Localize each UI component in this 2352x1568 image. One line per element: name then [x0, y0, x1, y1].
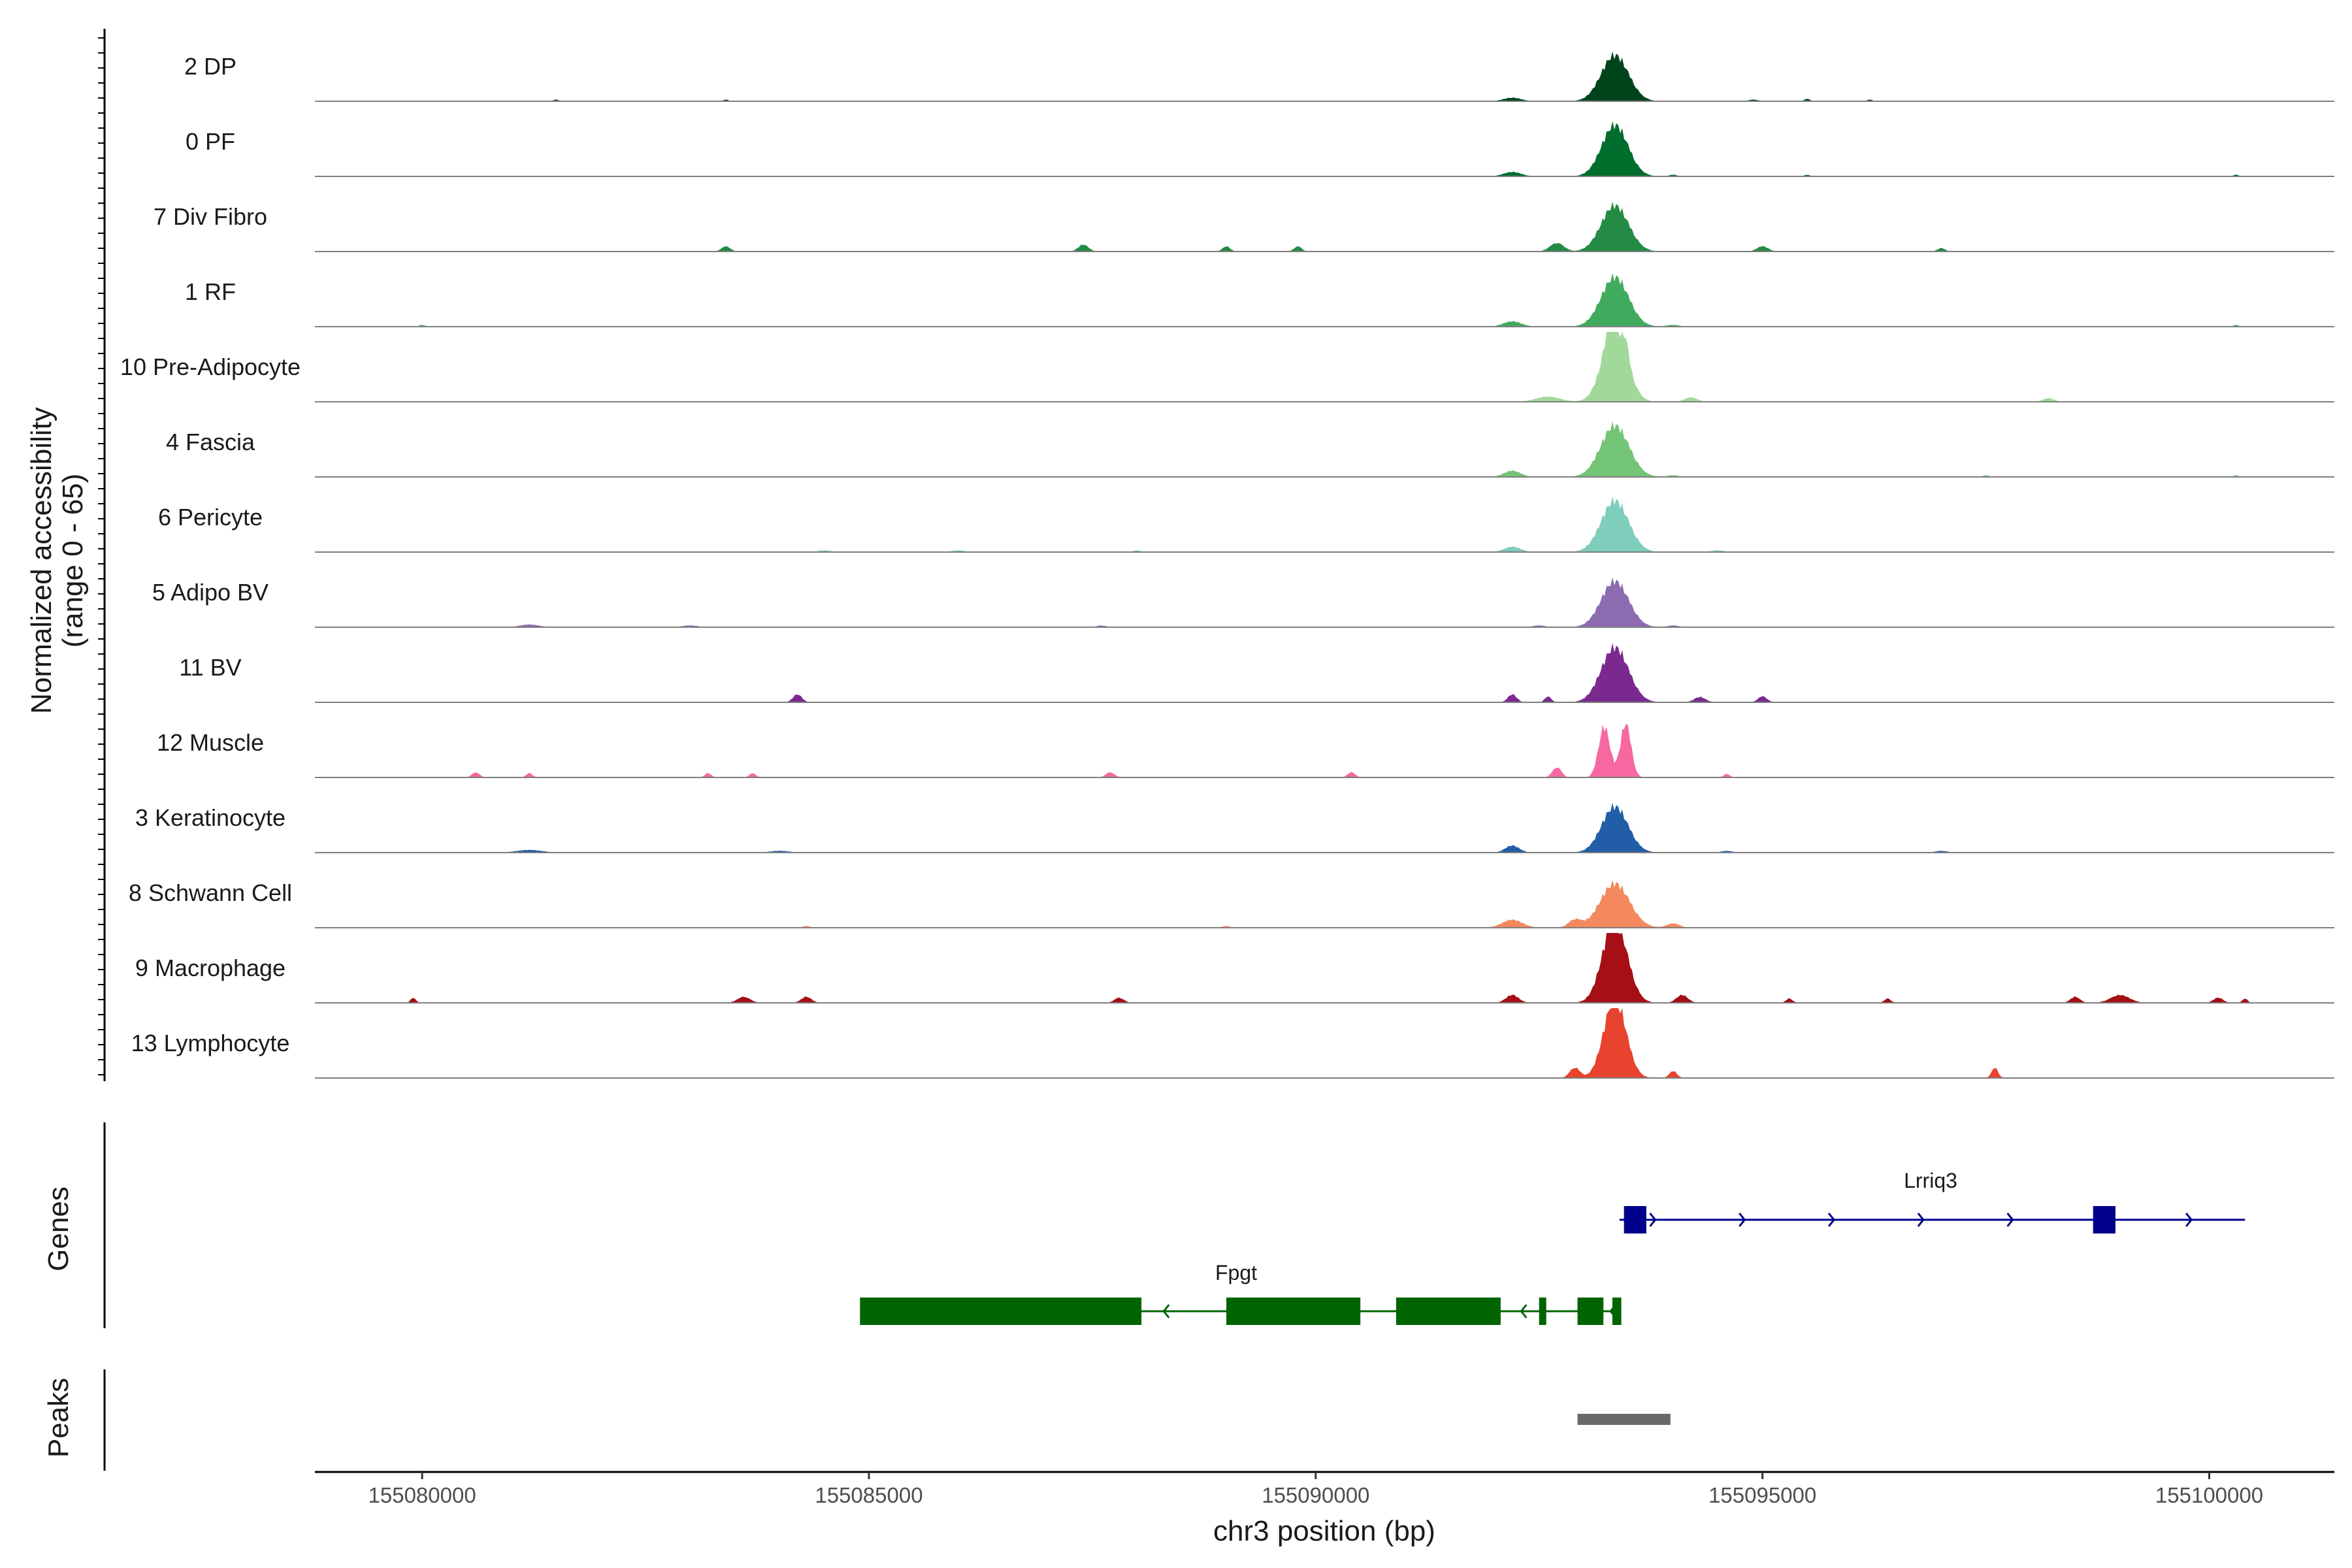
- track-signal-area: [315, 802, 2334, 853]
- peaks-panel-title: Peaks: [42, 1378, 74, 1458]
- x-axis-title: chr3 position (bp): [1213, 1515, 1435, 1547]
- track-signal-area: [315, 421, 2334, 477]
- track-label: 7 Div Fibro: [154, 203, 267, 230]
- track-label: 6 Pericyte: [158, 504, 263, 531]
- gene-label: Lrriq3: [1904, 1169, 1957, 1192]
- track-label: 10 Pre-Adipocyte: [120, 353, 301, 380]
- track-signal-area: [315, 332, 2334, 402]
- x-tick-label: 155095000: [1708, 1483, 1816, 1507]
- track-1: 2 DP: [184, 51, 2334, 102]
- track-signal-area: [315, 201, 2334, 252]
- track-label: 2 DP: [184, 53, 237, 80]
- track-label: 0 PF: [186, 128, 235, 155]
- track-label: 11 BV: [179, 654, 241, 681]
- gene-fpgt: Fpgt: [860, 1261, 1622, 1325]
- peak-region: [1577, 1414, 1671, 1425]
- track-3: 7 Div Fibro: [154, 201, 2334, 252]
- track-signal-area: [315, 933, 2334, 1003]
- x-tick-label: 155100000: [2155, 1483, 2263, 1507]
- gene-exon: [1624, 1206, 1646, 1233]
- track-9: 11 BV: [179, 643, 2334, 703]
- track-14: 13 Lymphocyte: [131, 1008, 2334, 1079]
- track-label: 12 Muscle: [157, 729, 264, 756]
- track-signal-area: [315, 51, 2334, 101]
- track-13: 9 Macrophage: [135, 933, 2334, 1004]
- strand-arrow: [2006, 1213, 2014, 1227]
- genes-panel-title: Genes: [42, 1186, 74, 1271]
- track-signal-area: [315, 273, 2334, 327]
- y-axis-title-range: (range 0 - 65): [57, 474, 89, 648]
- gene-exon: [860, 1298, 1142, 1325]
- gene-lrriq3: Lrriq3: [1619, 1169, 2246, 1233]
- gene-exon: [1577, 1298, 1604, 1325]
- track-6: 4 Fascia: [166, 421, 2334, 478]
- strand-arrow: [1162, 1304, 1170, 1318]
- track-label: 1 RF: [185, 278, 236, 305]
- track-label: 13 Lymphocyte: [131, 1030, 290, 1056]
- track-label: 8 Schwann Cell: [129, 879, 292, 906]
- track-12: 8 Schwann Cell: [129, 879, 2334, 928]
- track-11: 3 Keratinocyte: [135, 802, 2334, 853]
- gene-exon: [1612, 1298, 1622, 1325]
- gene-exon: [1226, 1298, 1361, 1325]
- track-signal-area: [315, 723, 2334, 777]
- gene-annotations: Lrriq3 Fpgt: [860, 1169, 2246, 1325]
- x-tick-label: 155090000: [1262, 1483, 1369, 1507]
- strand-arrow: [1917, 1213, 1925, 1227]
- track-label: 9 Macrophage: [135, 955, 286, 981]
- track-5: 10 Pre-Adipocyte: [120, 332, 2334, 402]
- track-label: 4 Fascia: [166, 429, 255, 455]
- track-signal-area: [315, 643, 2334, 702]
- track-2: 0 PF: [186, 121, 2334, 177]
- strand-arrow: [1827, 1213, 1836, 1227]
- track-signal-area: [315, 577, 2334, 627]
- y-axis-title: Normalized accessibility: [25, 407, 57, 713]
- x-tick-label: 155085000: [815, 1483, 923, 1507]
- x-axis: 155080000 155085000 155090000 155095000 1551…: [315, 1471, 2334, 1507]
- track-7: 6 Pericyte: [158, 497, 2334, 553]
- accessibility-tracks: 2 DP 0 PF 7 Div Fibro 1 RF 10 Pre-Adipocyte 4…: [120, 51, 2334, 1079]
- strand-arrow: [1520, 1304, 1527, 1318]
- y-axis: [98, 29, 106, 1081]
- gene-exon: [1396, 1298, 1501, 1325]
- gene-label: Fpgt: [1215, 1261, 1257, 1284]
- track-8: 5 Adipo BV: [152, 577, 2334, 628]
- strand-arrow: [1649, 1213, 1657, 1227]
- track-10: 12 Muscle: [157, 723, 2334, 778]
- track-label: 3 Keratinocyte: [135, 804, 286, 831]
- gene-exon: [1539, 1298, 1546, 1325]
- track-4: 1 RF: [185, 273, 2334, 327]
- strand-arrow: [2185, 1213, 2193, 1227]
- track-signal-area: [315, 1008, 2334, 1078]
- x-tick-label: 155080000: [368, 1483, 476, 1507]
- track-signal-area: [315, 879, 2334, 928]
- track-signal-area: [315, 497, 2334, 552]
- peak-annotations: [1577, 1414, 1671, 1425]
- track-label: 5 Adipo BV: [152, 579, 269, 606]
- gene-exon: [2093, 1206, 2115, 1233]
- track-signal-area: [315, 121, 2334, 176]
- strand-arrow: [1739, 1213, 1746, 1227]
